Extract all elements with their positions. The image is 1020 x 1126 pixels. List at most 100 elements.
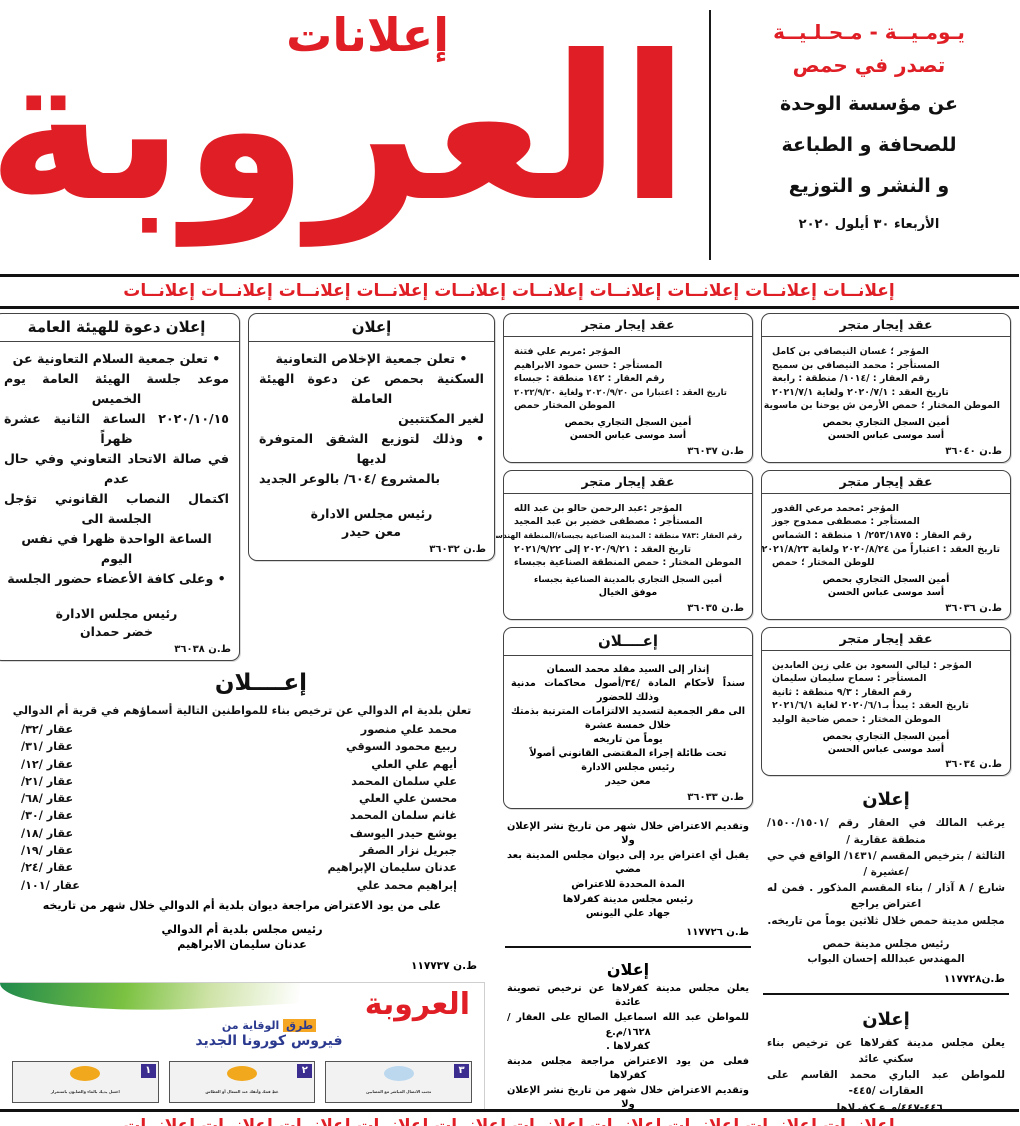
- property-number: عقار /١٨/: [22, 826, 75, 840]
- section-divider: [506, 945, 752, 948]
- ad-line-2: السكنية بحمص عن دعوة الهيئة العاملة: [260, 371, 485, 406]
- masthead-divider: [710, 10, 712, 260]
- heading-rest: الوقاية من: [222, 1018, 285, 1032]
- property-number-line: رقم العقار :٧٨٣ منطقة : المدينة الصناعية…: [488, 530, 743, 540]
- card-signature: أمين السجل التجاري بحمص أسد موسى عباس ال…: [505, 416, 753, 443]
- lease-contract-card[interactable]: عقد إيجار متجر المؤجر ؛ غسان النيصافي بن…: [762, 313, 1012, 463]
- panel-number: ٣: [455, 1063, 470, 1078]
- reference-number: ط.ن ١١٧٧٢٦: [687, 926, 750, 938]
- card-title: عقد إيجار متجر: [763, 471, 1011, 494]
- card-signature: رئيس مجلس الادارة معن حيدر: [260, 505, 485, 541]
- citizen-name: عدنان سليمان الإبراهيم: [328, 861, 459, 875]
- general-assembly-invitation-ad[interactable]: إعلان دعوة للهيئة العامة • تعلن جمعية ال…: [0, 313, 241, 661]
- signature-name: موفق الخيال: [599, 587, 659, 599]
- signature-role: أمين السجل التجاري بالمدينة الصناعية بجب…: [535, 573, 723, 584]
- citizen-name: إبراهيم محمد علي: [357, 878, 458, 892]
- signature-name: أسد موسى عباس الحسن: [828, 587, 946, 599]
- signature-name: أسد موسى عباس الحسن: [570, 430, 688, 442]
- lessor-line: المؤجر :مريم علي فتنة: [515, 346, 622, 357]
- kafrlaha-building-notice[interactable]: إعلان يعلن مجلس مدينة كفرلاها عن ترخيص ب…: [762, 1003, 1012, 1126]
- property-number-line: رقم العقار : ٩/٣ منطقة : ثانية: [773, 686, 913, 698]
- signature-role: رئيس مجلس مدينة حمص: [823, 937, 951, 950]
- notice-line-4: فعلى من يود الاعتراض مراجعة مجلس مدينة ك…: [508, 1055, 750, 1082]
- kafrlaha-objection-continued[interactable]: وتقديم الاعتراض خلال شهر من تاريخ نشر ال…: [504, 816, 754, 938]
- citizen-name: محسن علي العلي: [360, 792, 458, 806]
- property-number: عقار /١٢/: [22, 757, 75, 771]
- address-line: للوطن المختار ؛ حمص: [773, 557, 876, 569]
- card-body: إنذار إلى السيد مقلد محمد السمان سنداً ل…: [505, 656, 753, 789]
- newspaper-logo: العروبة: [0, 13, 698, 246]
- notice-line-2: الثالثة / بترخيص المقسم /١٤٣١/ الواقع في…: [768, 849, 1006, 878]
- lease-contract-card[interactable]: عقد إيجار متجر المؤجر : ليالي السعود بن …: [762, 626, 1012, 777]
- contract-date-line: تاريخ العقد : ٢٠٢٠/٩/٢١ إلى ٢٠٢١/٩/٢٢: [515, 543, 693, 555]
- infographic-panel: ٣ تجنب الاتصال المباشر مع المصابين: [326, 1060, 473, 1103]
- panel-illustration: [228, 1065, 258, 1081]
- publisher-line-1: عن مؤسسة الوحدة: [781, 93, 959, 115]
- panel-number: ١: [141, 1063, 157, 1078]
- bottom-banner: إعلانــات إعلانــات إعلانــات إعلانــات …: [0, 1109, 1020, 1126]
- infographic-panel-grid: ٣ تجنب الاتصال المباشر مع المصابين ٢ غطِ…: [13, 1060, 473, 1126]
- property-number: عقار /٢١/: [22, 774, 75, 788]
- section-divider: [764, 992, 1010, 995]
- lessee-line: المستأجر : مصطفى خضير بن عبد المجيد: [515, 516, 704, 528]
- property-number: عقار /٦٨/: [22, 792, 75, 806]
- citizen-name: علي سلمان المحمد: [352, 774, 458, 788]
- card-title: عقد إيجار متجر: [505, 471, 753, 494]
- lease-contract-card[interactable]: عقد إيجار متجر المؤجر :محمد مرعي القدور …: [762, 469, 1012, 620]
- ikhlas-society-ad[interactable]: إعلان • تعلن جمعية الإخلاص التعاونية الس…: [249, 313, 496, 561]
- card-title: إعــــلان: [505, 628, 753, 656]
- card-body: المؤجر :عبد الرحمن حالو بن عبد الله المس…: [488, 494, 753, 572]
- lease-contract-card[interactable]: عقد إيجار متجر المؤجر :مريم علي فتنة الم…: [504, 313, 754, 463]
- card-signature: أمين السجل التجاري بحمص أسد موسى عباس ال…: [763, 573, 1011, 600]
- objection-line-3: المدة المحددة للاعتراض: [572, 878, 686, 890]
- lessor-line: المؤجر :محمد مرعي القدور: [773, 502, 900, 514]
- reference-number: ط.ن ٣٦٠٤٠: [946, 445, 1003, 457]
- publisher-line-3: و النشر و التوزيع: [789, 175, 951, 197]
- list-item: محسن علي العلي عقار /٦٨/: [22, 790, 458, 807]
- signature-role: رئيس مجلس الادارة: [311, 506, 434, 521]
- signature-role: أمين السجل التجاري بحمص: [823, 416, 951, 428]
- column-middle: عقد إيجار متجر المؤجر :مريم علي فتنة الم…: [488, 313, 754, 1125]
- lessor-line: المؤجر :عبد الرحمن حالو بن عبد الله: [515, 502, 684, 514]
- property-number: عقار /١٩/: [22, 844, 75, 858]
- panel-illustration: [71, 1065, 102, 1081]
- property-number-line: رقم العقار : ١٤٢ منطقة : جبساء: [515, 373, 666, 385]
- card-body: المؤجر :محمد مرعي القدور المستأجر : مصطف…: [763, 494, 1011, 572]
- legal-warning-card[interactable]: إعــــلان إنذار إلى السيد مقلد محمد السم…: [504, 626, 754, 809]
- card-title: عقد إيجار متجر: [763, 628, 1011, 651]
- list-item: أيهم علي العلي عقار /١٢/: [22, 756, 458, 773]
- list-item: محمد علي منصور عقار /٣٢/: [22, 721, 458, 738]
- ad-line-1: • تعلن جمعية السلام التعاونية عن: [13, 351, 222, 366]
- lessor-line: المؤجر : ليالي السعود بن علي زين العابدي…: [773, 659, 973, 671]
- list-item: غانم سلمان المحمد عقار /٣٠/: [22, 807, 458, 824]
- notice-line-2: للمواطن عبد الله اسماعيل الصالح على العق…: [508, 1011, 750, 1038]
- reference-number: ط.ن ٣٦٠٣٧: [688, 445, 745, 457]
- signature-role: أمين السجل التجاري بحمص: [823, 730, 951, 742]
- card-signature: رئيس مجلس الادارة خضر حمدان: [5, 605, 230, 641]
- top-banner-text: إعلانــات إعلانــات إعلانــات إعلانــات …: [124, 281, 896, 301]
- list-item: عدنان سليمان الإبراهيم عقار /٢٤/: [22, 859, 458, 876]
- ad-line-7: • وعلى كافة الأعضاء حضور الجلسة: [8, 571, 227, 586]
- address-line: الموطن المختار : حمص المنطقة الصناعية بج…: [515, 557, 743, 569]
- lease-contract-card[interactable]: عقد إيجار متجر المؤجر :عبد الرحمن حالو ب…: [488, 469, 754, 620]
- masthead-logo-block: إعلانات العروبة: [0, 0, 700, 268]
- objection-line-1: وتقديم الاعتراض خلال شهر من تاريخ نشر ال…: [508, 820, 750, 847]
- infographic-heading: طرق الوقاية من فيروس كورونا الجديد: [145, 1018, 395, 1049]
- homs-building-notice[interactable]: إعلان يرغب المالك في العقار رقم /١٥٠٠/١٥…: [762, 783, 1012, 984]
- infographic-logo: العروبة: [365, 986, 473, 1022]
- ad-line-6: الساعة الواحدة ظهرا في نفس اليوم: [22, 531, 213, 566]
- card-body: • تعلن جمعية السلام التعاونية عن موعد جل…: [0, 342, 240, 641]
- umm-dawali-permit-notice[interactable]: إعــــلان تعلن بلدية ام الدوالي عن ترخيص…: [0, 668, 496, 972]
- property-number: عقار /٣١/: [22, 740, 75, 754]
- card-signature: أمين السجل التجاري بالمدينة الصناعية بجب…: [505, 573, 753, 600]
- reference-number: ط.ن ٣٦٠٣٥: [688, 602, 745, 614]
- citizen-name: أيهم علي العلي: [372, 757, 458, 771]
- heading-line-1: طرق الوقاية من: [145, 1018, 395, 1032]
- reference-number: ط.ن ١١٧٧٣٧: [412, 959, 478, 972]
- notice-title: إعــــلان: [215, 670, 309, 696]
- property-number: عقار /٢٤/: [22, 861, 75, 875]
- signature-name: المهندس عبدالله إحسان البواب: [808, 952, 966, 965]
- kafrlaha-fence-notice[interactable]: إعلان يعلن مجلس مدينة كفرلاها عن ترخيص ت…: [504, 956, 754, 1126]
- heading-highlight: طرق: [284, 1018, 318, 1032]
- lessee-line: المستأجر : محمد النيصافي بن سميح: [773, 359, 941, 371]
